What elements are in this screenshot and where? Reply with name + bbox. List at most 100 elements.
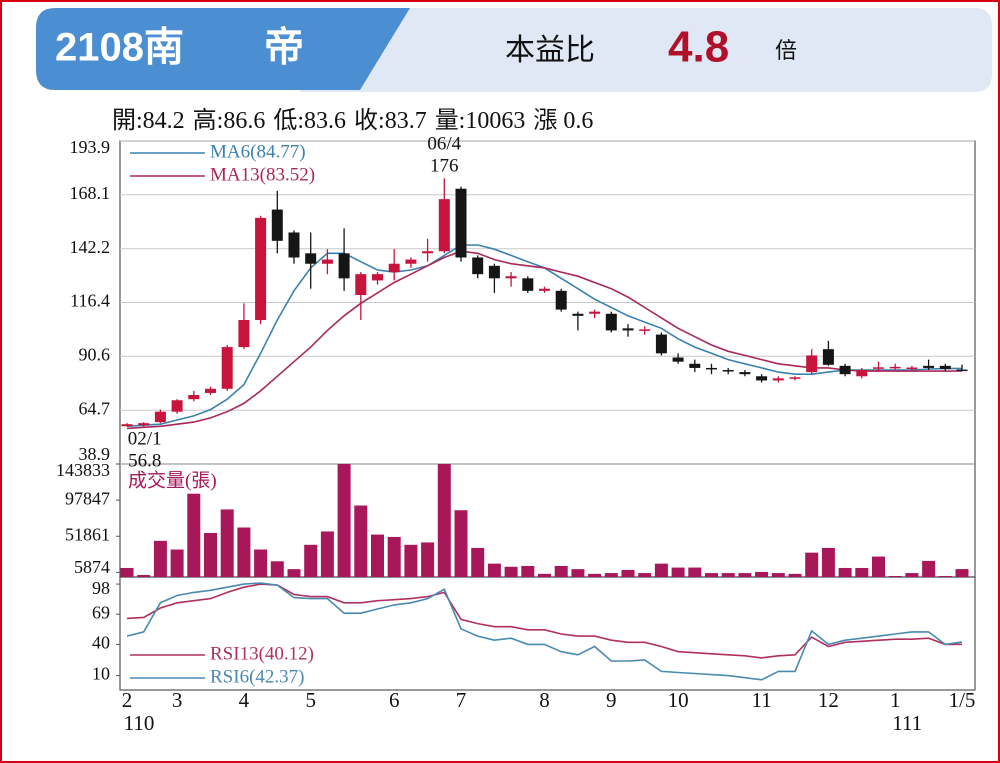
volume-bar	[855, 567, 869, 577]
volume-bar	[504, 566, 518, 577]
candle-body	[739, 372, 751, 375]
volume-bar	[471, 547, 485, 577]
candle-body	[839, 365, 851, 375]
legend-label: MA6(84.77)	[210, 141, 306, 162]
candle-body	[923, 365, 935, 368]
y-tick-label: 40	[92, 633, 110, 653]
volume-bar	[788, 573, 802, 577]
candle-body	[121, 424, 133, 427]
candle-body	[655, 334, 667, 354]
candle-body	[522, 278, 534, 291]
candle-body	[689, 363, 701, 368]
info-label: 量:	[435, 108, 466, 134]
volume-bar	[888, 575, 902, 577]
y-tick-label: 193.9	[70, 137, 111, 157]
volume-bar	[588, 573, 602, 577]
volume-bar	[621, 569, 635, 577]
x-tick-label: 1/5	[949, 688, 976, 712]
candle-body	[188, 395, 200, 400]
volume-bar	[521, 566, 535, 577]
volume-bar	[654, 563, 668, 577]
volume-bar	[204, 533, 217, 577]
x-tick-label: 10	[668, 688, 689, 712]
x-tick-label: 11	[751, 688, 771, 712]
volume-bar	[454, 510, 468, 577]
candle-body	[622, 328, 634, 331]
candle-body	[154, 411, 166, 423]
candle-body	[372, 274, 383, 281]
volume-bar	[554, 566, 568, 577]
candle-body	[455, 188, 467, 258]
info-value: 86.6	[223, 108, 265, 134]
candle-body	[672, 357, 684, 362]
y-tick-label: 97847	[65, 488, 110, 508]
legend-label: RSI6(42.37)	[210, 666, 304, 687]
volume-bar	[237, 527, 251, 577]
volume-bar	[437, 464, 451, 577]
candle-body	[589, 311, 601, 314]
info-label: 收:	[354, 107, 385, 134]
volume-bar	[404, 544, 418, 577]
volume-bar	[905, 573, 919, 577]
y-tick-label: 98	[92, 578, 110, 598]
volume-bar	[738, 573, 752, 577]
candle-body	[422, 251, 434, 254]
volume-bar	[120, 567, 134, 577]
y-tick-label: 5874	[74, 557, 110, 577]
annotation-value: 56.8	[128, 450, 161, 471]
candle-body	[305, 253, 317, 264]
volume-bar	[538, 573, 551, 577]
candle-body	[271, 209, 283, 241]
volume-bar	[254, 549, 268, 577]
line	[126, 250, 963, 430]
volume-bar	[638, 573, 652, 577]
candle-body	[321, 259, 333, 264]
candle-body	[706, 367, 717, 370]
volume-bar	[421, 542, 435, 577]
candle-body	[221, 347, 233, 389]
header-tab	[36, 8, 410, 90]
y-tick-label: 69	[92, 602, 110, 622]
candle-body	[605, 313, 617, 331]
x-tick-label: 6	[389, 688, 400, 712]
volume-bar	[571, 569, 585, 577]
candle-body	[756, 376, 768, 381]
x-tick-label: 2	[122, 688, 133, 712]
candle-body	[255, 217, 267, 321]
y-tick-label: 64.7	[79, 398, 111, 418]
year-label: 110	[124, 711, 155, 735]
candle-body	[639, 329, 651, 331]
candle-body	[906, 367, 918, 370]
volume-bar	[805, 552, 819, 577]
volume-bar	[337, 464, 351, 577]
pe-label: 本益比	[505, 34, 595, 67]
info-value: 0.6	[563, 108, 593, 134]
volume-bar	[170, 549, 184, 577]
x-tick-label: 4	[239, 688, 250, 712]
y-tick-label: 142.2	[70, 237, 111, 257]
candle-body	[789, 377, 801, 379]
x-tick-label: 5	[305, 688, 316, 712]
volume-bar	[137, 575, 151, 577]
candle-body	[539, 288, 550, 291]
volume-bar	[371, 534, 384, 577]
candle-body	[889, 366, 901, 369]
volume-bar	[354, 505, 368, 577]
volume-bar	[721, 573, 735, 577]
volume-bar	[270, 561, 284, 577]
pe-value: 4.8	[668, 23, 729, 72]
candle-body	[572, 313, 584, 316]
volume-bar	[153, 540, 167, 577]
volume-bar	[304, 544, 318, 577]
volume-bar	[955, 569, 969, 577]
volume-bar	[287, 569, 301, 577]
volume-bar	[187, 493, 201, 577]
volume-bar	[838, 567, 852, 577]
annotation-value: 176	[430, 155, 459, 176]
candle-body	[806, 355, 818, 373]
info-text: 開:84.2 高:86.6 低:83.6 收:83.7 量:10063 漲 0.6	[112, 107, 593, 134]
candle-body	[822, 349, 834, 365]
volume-bar	[872, 556, 885, 577]
